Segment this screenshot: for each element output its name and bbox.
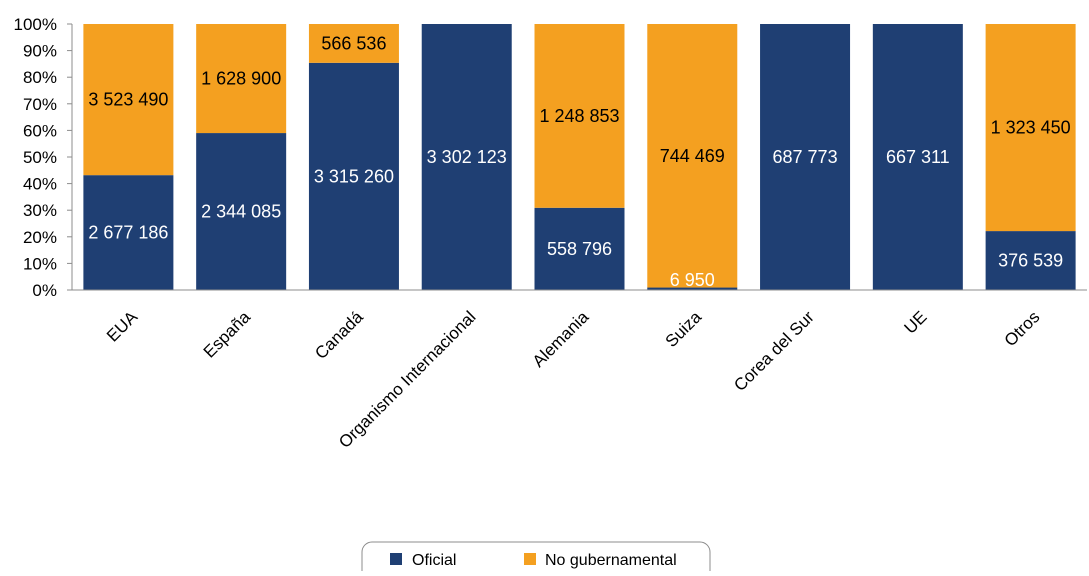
bar-labels: 2 677 186 3 523 490 2 344 085 1 628 900 3 31… — [88, 33, 1070, 290]
bar-oficial — [985, 231, 1076, 290]
bar-no-gubernamental — [985, 24, 1076, 232]
bar-label-oficial: 2 344 085 — [201, 202, 281, 222]
y-tick-label: 90% — [23, 42, 57, 61]
bar-label-oficial: 558 796 — [547, 239, 612, 259]
y-tick-label: 60% — [23, 121, 57, 140]
x-tick-label: Canadá — [311, 307, 367, 363]
x-tick-label: Alemania — [529, 307, 593, 371]
bar-no-gubernamental — [83, 24, 174, 176]
bar-label-oficial: 3 315 260 — [314, 166, 394, 186]
x-tick-label: Suiza — [662, 307, 706, 351]
y-tick-label: 20% — [23, 228, 57, 247]
y-tick-label: 100% — [14, 15, 57, 34]
legend-label-no-gubernamental: No gubernamental — [545, 552, 677, 569]
legend-swatch-no-gubernamental — [524, 553, 536, 565]
legend-swatch-oficial — [390, 553, 402, 565]
bar-label-oficial: 687 773 — [773, 147, 838, 167]
bar-label-oficial: 667 311 — [886, 147, 950, 167]
bar-label-no-gubernamental: 1 323 450 — [991, 118, 1071, 138]
bar-label-no-gubernamental: 1 628 900 — [201, 69, 281, 89]
bar-no-gubernamental — [647, 24, 738, 288]
bar-oficial — [647, 287, 738, 290]
legend: Oficial No gubernamental — [361, 541, 711, 576]
bar-oficial — [534, 207, 625, 290]
bar-oficial — [83, 175, 174, 290]
y-tick-label: 80% — [23, 68, 57, 87]
bar-label-oficial: 2 677 186 — [88, 223, 168, 243]
bar-oficial — [308, 62, 399, 290]
y-tick-label: 10% — [23, 254, 57, 273]
bar-oficial — [760, 24, 851, 290]
y-tick-label: 50% — [23, 148, 57, 167]
bar-oficial — [872, 24, 963, 290]
bar-label-oficial: 3 302 123 — [427, 147, 507, 167]
bar-label-oficial: 376 539 — [998, 251, 1063, 271]
y-tick-label: 0% — [32, 281, 57, 300]
x-tick-label: UE — [901, 307, 931, 337]
legend-label-oficial: Oficial — [412, 552, 456, 569]
bars — [83, 24, 1076, 290]
bar-label-no-gubernamental: 744 469 — [660, 146, 725, 166]
bar-label-no-gubernamental: 566 536 — [321, 33, 386, 53]
bar-label-oficial: 6 950 — [670, 270, 715, 290]
x-tick-label: EUA — [103, 307, 142, 346]
x-tick-label: Corea del Sur — [730, 307, 818, 395]
x-tick-label: Otros — [1001, 307, 1044, 350]
bar-label-no-gubernamental: 3 523 490 — [88, 90, 168, 110]
y-tick-label: 40% — [23, 175, 57, 194]
bar-oficial — [196, 133, 287, 290]
y-axis: 0% 10% 20% 30% 40% 50% 60% 70% 80% 90% 100% — [14, 15, 73, 300]
y-tick-label: 70% — [23, 95, 57, 114]
bar-no-gubernamental — [196, 24, 287, 134]
x-tick-label: España — [200, 307, 255, 362]
y-tick-label: 30% — [23, 201, 57, 220]
bar-label-no-gubernamental: 1 248 853 — [539, 106, 619, 126]
bar-no-gubernamental — [534, 24, 625, 208]
bar-oficial — [421, 24, 512, 290]
bar-no-gubernamental — [308, 24, 399, 63]
